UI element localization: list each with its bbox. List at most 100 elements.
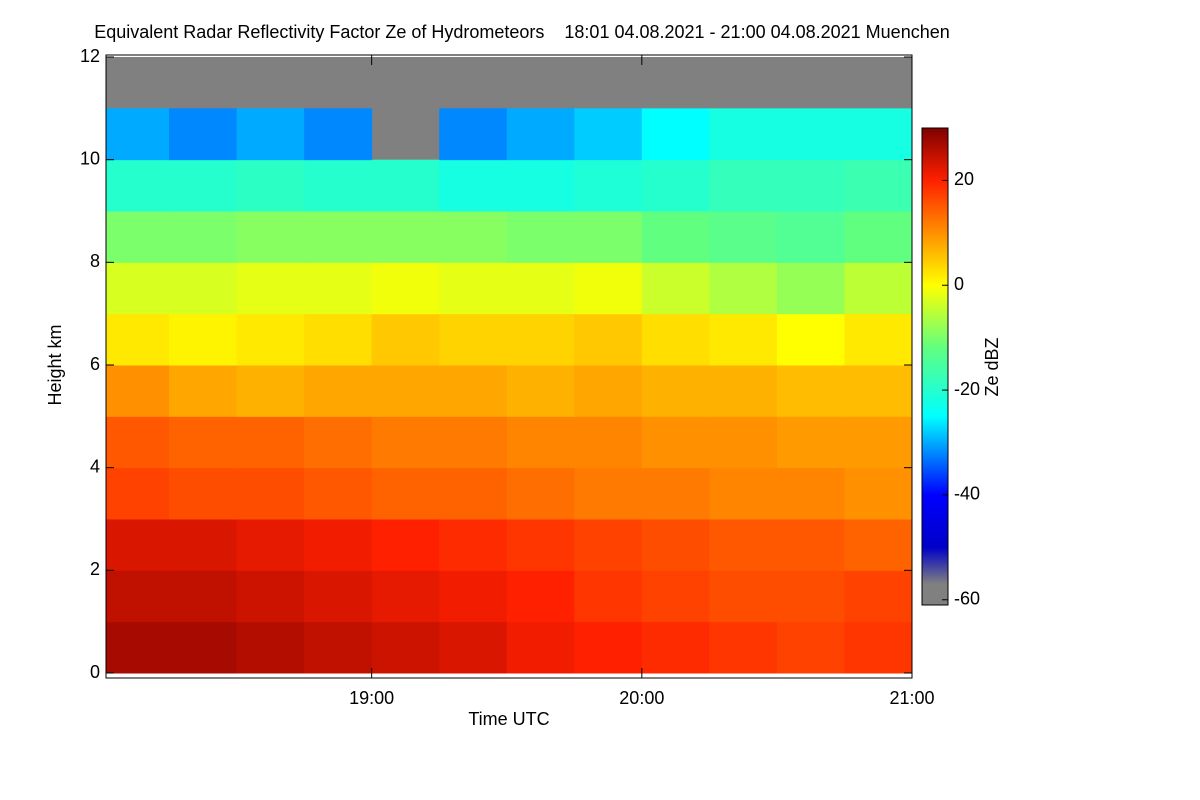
heat-cell (106, 365, 170, 417)
heat-cell (709, 313, 778, 366)
heat-cell (776, 621, 845, 674)
heat-cell (169, 467, 238, 520)
x-axis-label: Time UTC (468, 709, 549, 729)
heat-cell (844, 262, 913, 315)
colorbar-tick-label: -60 (954, 589, 980, 609)
heat-cell (371, 416, 440, 469)
heat-cell (236, 159, 305, 212)
y-axis-label: Height km (45, 324, 65, 405)
heat-cell (106, 211, 170, 263)
heat-cell (506, 108, 575, 161)
heat-cell (439, 108, 508, 161)
heat-cell (236, 416, 305, 469)
heat-cell (574, 365, 643, 417)
heat-cell (844, 313, 913, 366)
colorbar-tick-label: 20 (954, 169, 974, 189)
y-tick-label: 2 (90, 559, 100, 579)
heat-cell (776, 211, 845, 263)
heat-cell (641, 365, 710, 417)
heat-cell (641, 570, 710, 623)
heat-cell (169, 262, 238, 315)
colorbar-tick-label: -20 (954, 379, 980, 399)
heat-cell (236, 570, 305, 623)
heat-cell (709, 519, 778, 571)
heat-cell (574, 211, 643, 263)
chart-title: Equivalent Radar Reflectivity Factor Ze … (94, 22, 950, 42)
heat-cell (574, 570, 643, 623)
x-tick-label: 20:00 (619, 688, 664, 708)
heat-cell (304, 621, 373, 674)
heat-cell (641, 519, 710, 571)
heat-cell (371, 519, 440, 571)
heat-cell (304, 416, 373, 469)
heat-cell (439, 570, 508, 623)
heat-cell (506, 519, 575, 571)
heat-cell (574, 621, 643, 674)
heat-cell (439, 262, 508, 315)
heat-cell (776, 519, 845, 571)
heat-cell (106, 467, 170, 520)
heat-cell (169, 621, 238, 674)
heat-cell (506, 159, 575, 212)
heat-cell (641, 159, 710, 212)
heat-cell (371, 621, 440, 674)
heat-cell (169, 211, 238, 263)
heat-cell (776, 262, 845, 315)
x-tick-label: 19:00 (349, 688, 394, 708)
heat-cell (709, 262, 778, 315)
heat-cell (106, 108, 170, 161)
heat-cell (371, 262, 440, 315)
heat-cell (304, 211, 373, 263)
heat-cell (236, 262, 305, 315)
heat-cell (574, 159, 643, 212)
heat-cell (236, 467, 305, 520)
heat-cell (709, 621, 778, 674)
heat-cell (236, 621, 305, 674)
heat-cell (371, 570, 440, 623)
heat-cell (776, 570, 845, 623)
heat-cell (169, 159, 238, 212)
heat-cell (844, 416, 913, 469)
heat-cell (236, 211, 305, 263)
heat-cell (106, 519, 170, 571)
heat-cell (506, 365, 575, 417)
heat-cell (709, 211, 778, 263)
heat-cell (709, 467, 778, 520)
heat-cell (506, 467, 575, 520)
heat-cell (304, 159, 373, 212)
heat-cell (506, 621, 575, 674)
heat-cell (709, 570, 778, 623)
heat-cell (844, 570, 913, 623)
heat-cell (709, 159, 778, 212)
heat-cell (169, 313, 238, 366)
heat-cell (439, 313, 508, 366)
colorbar (921, 127, 949, 606)
heat-cell (106, 570, 170, 623)
colorbar-tick-label: -40 (954, 484, 980, 504)
heat-cell (304, 570, 373, 623)
heat-cell (236, 519, 305, 571)
heat-cell (709, 365, 778, 417)
heat-cell (169, 570, 238, 623)
heat-cell (844, 467, 913, 520)
heat-cell (439, 416, 508, 469)
heat-cell (506, 262, 575, 315)
heat-cell (439, 519, 508, 571)
heat-cell (641, 211, 710, 263)
heat-cell (304, 108, 373, 161)
heat-cell (439, 159, 508, 212)
heat-cell (236, 108, 305, 161)
heat-cell (574, 108, 643, 161)
heat-cell (439, 365, 508, 417)
heat-cell (506, 416, 575, 469)
heat-cell (844, 365, 913, 417)
heat-cell (106, 159, 170, 212)
heat-cell (776, 159, 845, 212)
heat-cell (169, 365, 238, 417)
heat-cell (236, 365, 305, 417)
heat-cell (506, 570, 575, 623)
y-tick-label: 8 (90, 251, 100, 271)
x-tick-label: 21:00 (889, 688, 934, 708)
colorbar-tick-label: 0 (954, 274, 964, 294)
